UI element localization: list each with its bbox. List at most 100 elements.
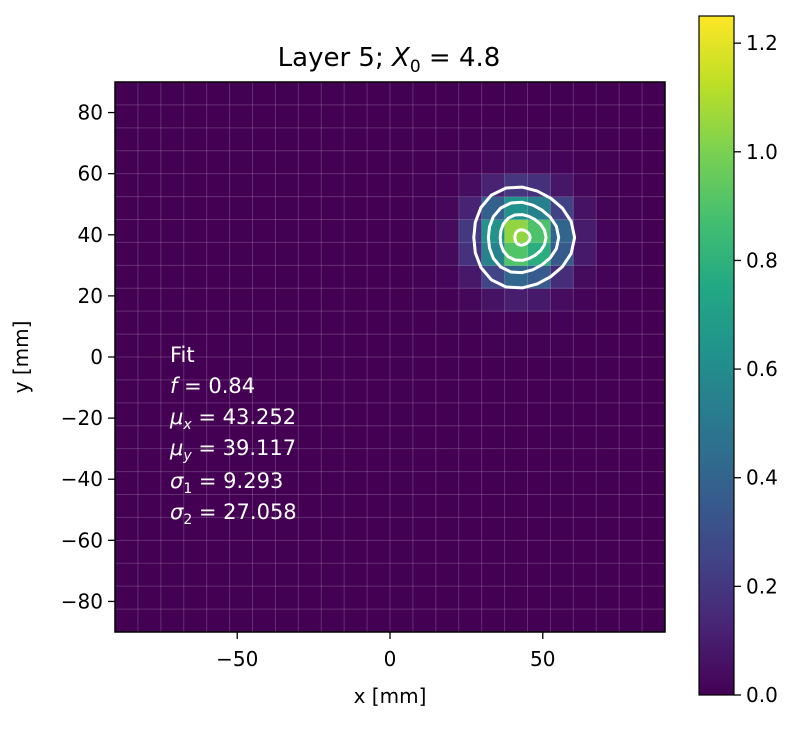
heatmap-cell [367, 127, 391, 152]
heatmap-cell [596, 127, 620, 152]
heatmap-cell [619, 379, 643, 404]
x-tick-label: 50 [530, 647, 555, 671]
heatmap-cell [596, 379, 620, 404]
heatmap-cell [390, 196, 414, 220]
heatmap-cell [137, 609, 162, 633]
heatmap-cell [458, 127, 483, 152]
heatmap-cell [504, 471, 528, 495]
heatmap-cell [550, 494, 574, 518]
heatmap-cell [229, 609, 253, 633]
fit-f: f = 0.84 [170, 374, 255, 398]
heatmap-cell [252, 104, 276, 129]
heatmap-cell [229, 586, 253, 610]
heatmap-cell [321, 425, 345, 450]
heatmap-cell [481, 402, 505, 427]
heatmap-cell [183, 448, 208, 472]
heatmap-cell [435, 448, 460, 472]
heatmap-cell [183, 173, 208, 197]
heatmap-cell [412, 173, 437, 197]
heatmap-cell [160, 173, 185, 197]
heatmap-cell [183, 150, 208, 175]
heatmap-cell [573, 104, 597, 129]
heatmap-cell [298, 425, 322, 450]
heatmap-cell [642, 471, 666, 495]
heatmap-cell [275, 196, 299, 220]
heatmap-cell [504, 586, 528, 610]
heatmap-cell [321, 104, 345, 129]
heatmap-cell [183, 334, 208, 358]
heatmap-cell [344, 311, 368, 335]
heatmap-cell [160, 357, 185, 381]
heatmap-cell [275, 586, 299, 610]
heatmap-cell [504, 82, 528, 106]
heatmap-cell [619, 494, 643, 518]
heatmap-cell [115, 540, 139, 564]
heatmap-cell [550, 173, 574, 197]
heatmap-cell [642, 196, 666, 220]
heatmap-cell [527, 609, 551, 633]
y-tick-label: 60 [78, 162, 103, 186]
heatmap-cell [527, 425, 551, 450]
heatmap-cell [412, 425, 437, 450]
heatmap-cell [642, 173, 666, 197]
heatmap-cell [252, 402, 276, 427]
heatmap-cell [573, 471, 597, 495]
heatmap-cell [573, 357, 597, 381]
heatmap-cell [390, 219, 414, 243]
heatmap-cell [619, 471, 643, 495]
heatmap-cell [321, 82, 345, 106]
heatmap-cell [183, 563, 208, 587]
heatmap-cell [229, 219, 253, 243]
heatmap-cell [390, 104, 414, 129]
heatmap-cell [412, 196, 437, 220]
heatmap-cell [298, 563, 322, 587]
heatmap-cell [527, 82, 551, 106]
heatmap-cell [367, 379, 391, 404]
heatmap-cell [619, 288, 643, 312]
heatmap-cell [298, 104, 322, 129]
heatmap-cell [435, 425, 460, 450]
heatmap-cell [321, 448, 345, 472]
heatmap-cell [481, 425, 505, 450]
heatmap-cell [137, 357, 162, 381]
heatmap-cell [527, 150, 551, 175]
fit-mu-y: μy = 39.117 [169, 436, 296, 464]
heatmap-cell [596, 196, 620, 220]
heatmap-cell [642, 357, 666, 381]
heatmap-cell [298, 82, 322, 106]
heatmap-cell [642, 402, 666, 427]
heatmap-cell [252, 517, 276, 541]
heatmap-cell [527, 402, 551, 427]
heatmap-cell [137, 471, 162, 495]
heatmap-cell [596, 517, 620, 541]
heatmap-cell [367, 448, 391, 472]
heatmap-cell [481, 563, 505, 587]
heatmap-cell [412, 127, 437, 152]
heatmap-cell [298, 150, 322, 175]
heatmap-cell [321, 127, 345, 152]
heatmap-cell [458, 334, 483, 358]
heatmap-cell [206, 494, 230, 518]
heatmap-cell [160, 82, 185, 106]
fit-mu-x: μx = 43.252 [169, 405, 296, 433]
heatmap-cell [481, 586, 505, 610]
heatmap-cell [252, 150, 276, 175]
heatmap-cell [504, 402, 528, 427]
heatmap-cell [321, 219, 345, 243]
heatmap-cell [275, 219, 299, 243]
heatmap-cell [550, 540, 574, 564]
heatmap-cell [229, 402, 253, 427]
heatmap-cell [229, 494, 253, 518]
heatmap-cell [527, 127, 551, 152]
heatmap-cell [298, 288, 322, 312]
contour-line [513, 228, 532, 247]
heatmap-cell [458, 494, 483, 518]
heatmap-cell [321, 517, 345, 541]
heatmap-cell [252, 448, 276, 472]
heatmap-cell [573, 425, 597, 450]
chart-title: Layer 5; X0 = 4.8 [278, 43, 501, 77]
heatmap-cell [183, 127, 208, 152]
heatmap-cell [504, 150, 528, 175]
heatmap-cell [321, 563, 345, 587]
heatmap-cell [435, 265, 460, 289]
